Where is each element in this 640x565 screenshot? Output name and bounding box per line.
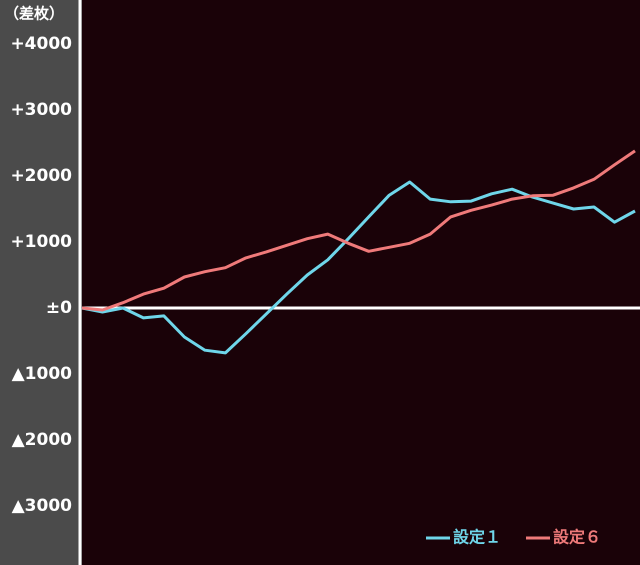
y-tick-label: +4000 [10,34,72,54]
plot-area [82,0,640,565]
y-tick-label: ▲2000 [12,430,73,450]
y-unit-label: （差枚） [4,5,64,23]
y-tick-label: ▲1000 [12,364,73,384]
y-tick-label: +2000 [10,166,72,186]
y-tick-label: ±0 [46,298,72,318]
legend-label: 設定６ [553,528,601,547]
series-line [81,180,636,355]
y-tick-label: +1000 [10,232,72,252]
legend-label: 設定１ [453,528,501,547]
y-tick-label: ▲3000 [12,496,73,516]
y-tick-label: +3000 [10,100,72,120]
series-line [81,149,636,312]
